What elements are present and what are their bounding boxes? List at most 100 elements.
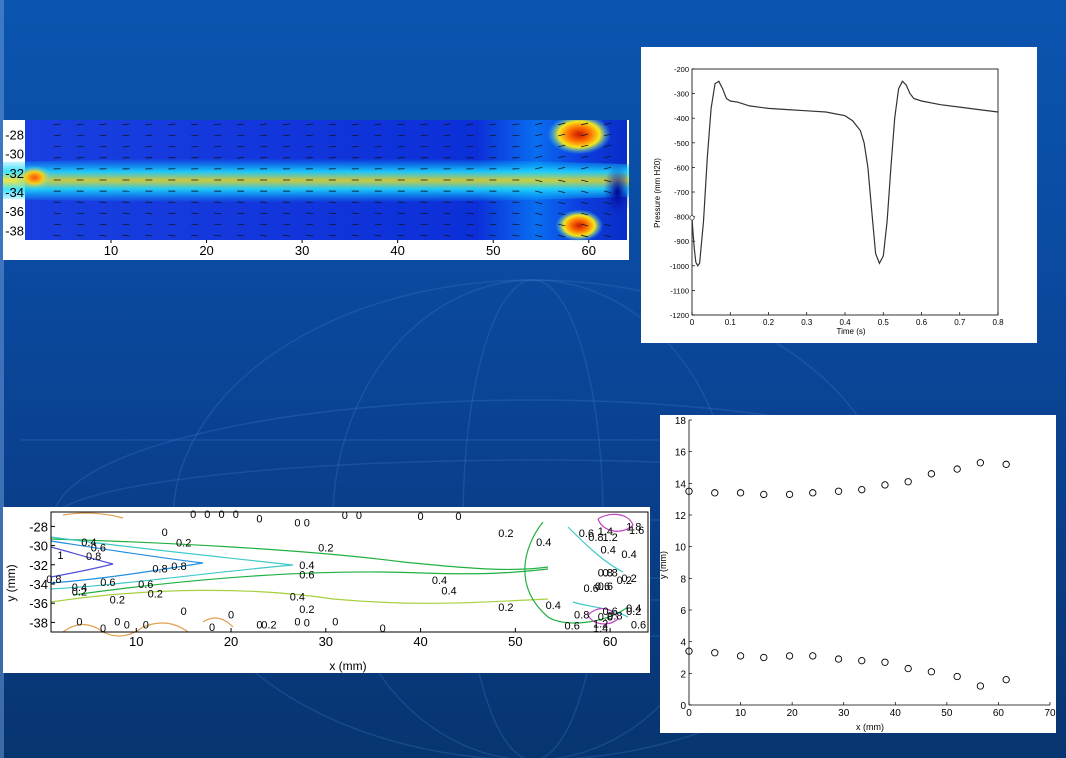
velocity-vector	[99, 134, 107, 137]
pressure-y-tick-label: -800	[674, 213, 689, 222]
velocity-vector	[351, 145, 359, 148]
heatmap-y-tick-label: -30	[5, 147, 24, 162]
velocity-vector	[420, 223, 428, 226]
velocity-vector	[214, 134, 222, 137]
contour-line	[62, 512, 234, 637]
scatter-point	[1002, 460, 1010, 468]
scatter-point	[976, 459, 985, 467]
velocity-vector	[145, 234, 153, 237]
velocity-vector	[168, 145, 176, 148]
velocity-vector	[558, 223, 566, 227]
velocity-vector	[99, 123, 107, 126]
pressure-x-tick-label: 0.1	[725, 318, 737, 327]
velocity-vector	[512, 234, 520, 237]
contour-level-label: 0.2	[299, 604, 314, 616]
velocity-vector	[489, 234, 497, 237]
contour-line	[587, 513, 634, 625]
heatmap-x-tick-label: 10	[104, 243, 118, 258]
scatter-point	[953, 672, 961, 681]
scatter-point	[736, 652, 745, 660]
pressure-x-tick-label: 0.6	[916, 318, 928, 327]
velocity-vector	[53, 145, 61, 148]
velocity-vector	[328, 134, 336, 137]
contour-y-tick-label: -32	[29, 558, 48, 573]
velocity-vector	[558, 179, 566, 183]
scatter-point	[809, 489, 817, 497]
contour-level-label: 0.6	[299, 569, 314, 581]
heatmap-x-tick-label: 20	[199, 243, 213, 258]
contour-level-label: 0.4	[441, 586, 456, 598]
contour-level-label: 0.6	[598, 581, 613, 593]
scatter-point	[927, 668, 936, 676]
velocity-vector	[558, 144, 566, 148]
contour-level-label: 0.8	[171, 561, 186, 573]
contour-level-label: 0	[294, 616, 300, 628]
contour-level-label: 0.8	[588, 532, 603, 544]
pressure-x-axis-label: Time (s)	[836, 327, 865, 336]
velocity-vector	[351, 134, 359, 137]
scatter-point	[904, 478, 912, 486]
velocity-vector	[99, 234, 107, 237]
velocity-vector	[305, 223, 313, 226]
velocity-vector	[443, 223, 451, 226]
velocity-vector	[237, 223, 245, 226]
velocity-vector	[328, 234, 336, 237]
contour-level-label: 0	[380, 623, 386, 635]
velocity-vector	[168, 134, 176, 137]
velocity-vector	[260, 123, 268, 126]
velocity-vector	[53, 134, 61, 137]
pressure-series-line	[691, 80, 999, 267]
scatter-point	[809, 652, 817, 660]
scatter-y-tick-label: 16	[675, 448, 687, 459]
heatmap-y-tick-label: -38	[5, 223, 24, 238]
velocity-vector	[603, 190, 612, 194]
contour-level-label: 0.6	[100, 577, 115, 589]
pressure-x-tick-label: 0.4	[839, 318, 851, 327]
velocity-vector	[397, 234, 405, 237]
heatmap-y-tick-label: -36	[5, 204, 24, 219]
velocity-vector	[168, 123, 176, 126]
contour-level-label: 0.6	[565, 620, 580, 632]
contour-level-label: 0.8	[598, 612, 613, 624]
velocity-vector	[76, 234, 84, 237]
contour-level-label: 0.6	[579, 528, 594, 540]
contour-level-label: 0	[204, 509, 210, 521]
contour-level-label: 0	[209, 622, 215, 634]
boundary-scatter-chart: 0 10 20 30 40 50 60 70 0 2 4 6 8 10 12 14 16 18 x (mm) y …	[660, 416, 1056, 732]
velocity-vector	[328, 223, 336, 226]
scatter-y-axis-label: y (mm)	[660, 551, 668, 579]
velocity-vector	[260, 145, 268, 148]
contour-level-label: 0	[455, 511, 461, 523]
velocity-vector	[374, 145, 382, 148]
velocity-vector	[512, 123, 520, 126]
pressure-x-tick-label: 0	[690, 318, 695, 327]
heatmap-y-tick-label: -34	[5, 185, 24, 200]
contour-y-tick-label: -38	[29, 615, 48, 630]
scatter-point	[760, 653, 768, 662]
contour-level-label: 0.2	[617, 575, 632, 587]
pressure-y-tick-label: -1100	[670, 286, 689, 295]
velocity-vector	[420, 123, 428, 126]
scatter-point	[736, 489, 745, 497]
contour-level-label: 0.6	[583, 583, 598, 595]
velocity-vector	[374, 234, 382, 237]
velocity-vector	[535, 179, 543, 183]
pressure-y-tick-label: -900	[674, 237, 689, 246]
contour-level-label: 0	[304, 617, 310, 629]
pressure-y-tick-label: -700	[674, 188, 689, 197]
contour-level-label: 1.8	[626, 521, 641, 533]
contour-x-tick-label: 20	[224, 634, 238, 649]
velocity-vector	[122, 123, 130, 126]
velocity-vector	[581, 144, 589, 148]
contour-y-tick-label: -34	[29, 577, 48, 592]
scatter-x-tick-label: 30	[838, 708, 850, 719]
heatmap-hotspot-lower	[555, 209, 604, 242]
velocity-vector	[581, 190, 589, 194]
heatmap-x-tick-label: 40	[390, 243, 404, 258]
velocity-vector	[535, 212, 543, 216]
velocity-vector	[351, 234, 359, 237]
contour-y-tick-label: -30	[29, 539, 48, 554]
scatter-point	[711, 649, 719, 657]
velocity-vector	[443, 134, 451, 137]
